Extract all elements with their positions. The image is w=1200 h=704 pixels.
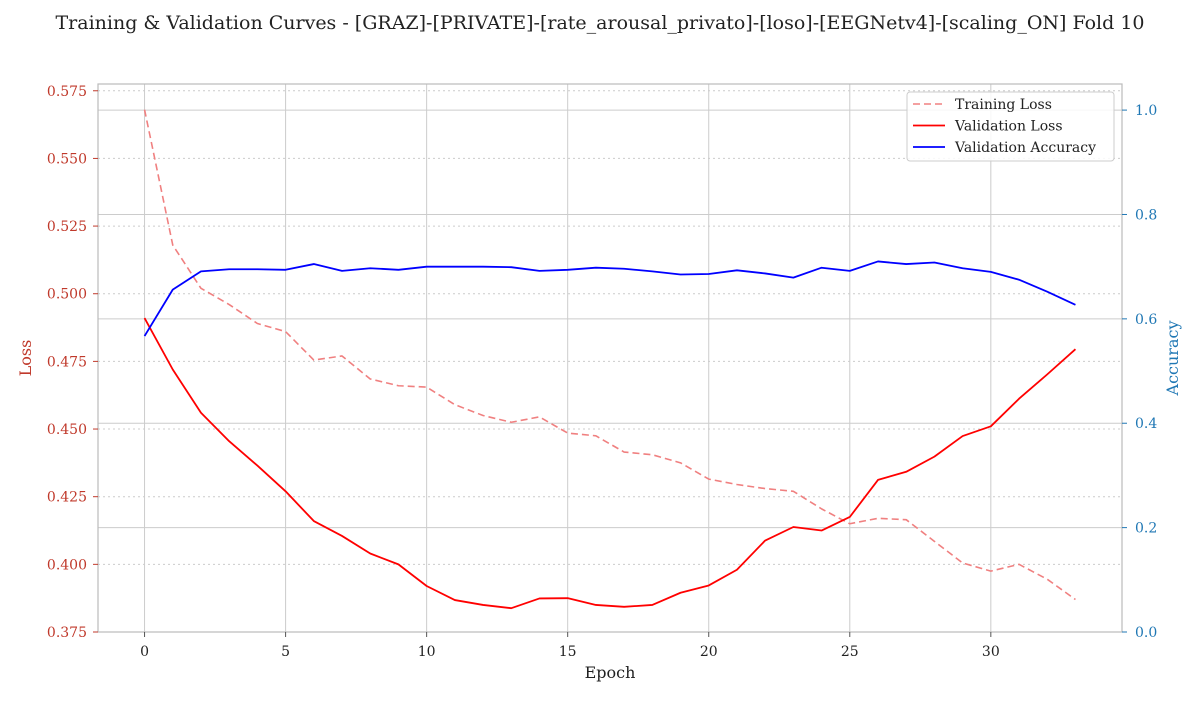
y-left-tick-label: 0.525	[47, 219, 87, 235]
legend-label-training-loss: Training Loss	[955, 97, 1052, 113]
series-layer	[143, 109, 1077, 610]
y-axis-label-right: Accuracy	[1163, 321, 1182, 397]
x-tick-label: 20	[700, 644, 718, 660]
legend: Training Loss Validation Loss Validation A…	[906, 91, 1115, 162]
y-left-tick-label: 0.550	[47, 151, 87, 167]
training-loss-line	[143, 109, 1076, 601]
y-right-tick-label: 1.0	[1135, 103, 1157, 119]
validation-loss-line	[143, 317, 1077, 610]
x-tick-label: 10	[418, 644, 436, 660]
legend-box	[906, 91, 1115, 162]
chart-title: Training & Validation Curves - [GRAZ]-[P…	[55, 12, 1144, 34]
grid-layer	[98, 84, 1122, 633]
x-tick-label: 15	[559, 644, 577, 660]
y-right-tick-label: 0.6	[1135, 312, 1157, 328]
y-left-tick-label: 0.375	[47, 625, 87, 641]
legend-label-validation-accuracy: Validation Accuracy	[954, 140, 1096, 156]
legend-label-validation-loss: Validation Loss	[954, 119, 1063, 135]
y-left-tick-label: 0.475	[47, 354, 87, 370]
y-left-tick-label: 0.450	[47, 422, 87, 438]
x-tick-label: 0	[140, 644, 149, 660]
plot-frame	[97, 83, 1123, 633]
y-right-tick-label: 0.2	[1135, 521, 1157, 537]
validation-accuracy-line	[143, 260, 1076, 337]
y-left-tick-label: 0.425	[47, 490, 87, 506]
y-left-tick-label: 0.400	[47, 557, 87, 573]
y-right-tick-label: 0.0	[1135, 625, 1157, 641]
x-axis-label: Epoch	[585, 663, 636, 682]
x-tick-label: 25	[841, 644, 859, 660]
x-tick-label: 5	[281, 644, 290, 660]
y-axis-label-left: Loss	[16, 340, 35, 377]
axes-layer: 0 5 10 15 20 25 30 0.375 0.400 0.425 0.450 0.475 0.5…	[47, 83, 1157, 660]
x-tick-label: 30	[982, 644, 1000, 660]
y-right-tick-label: 0.8	[1135, 207, 1157, 223]
y-left-tick-label: 0.500	[47, 287, 87, 303]
y-left-tick-label: 0.575	[47, 84, 87, 100]
y-right-tick-label: 0.4	[1135, 416, 1157, 432]
